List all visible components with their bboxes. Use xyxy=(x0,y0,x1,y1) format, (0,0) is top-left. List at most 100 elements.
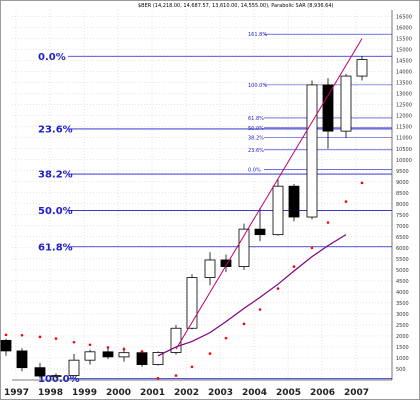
y-tick-label: 4500 xyxy=(396,279,409,285)
candle-body xyxy=(102,351,114,358)
y-tick-label: 12000 xyxy=(396,114,412,120)
x-tick-label: 1998 xyxy=(38,388,63,398)
sar-dot xyxy=(242,322,246,326)
y-tick-label: 6000 xyxy=(396,246,409,252)
sar-dot xyxy=(72,340,76,344)
fib-label: 61.8% xyxy=(248,116,264,122)
y-tick-label: 16500 xyxy=(396,15,412,21)
y-tick-label: 3000 xyxy=(396,312,409,318)
y-tick-label: 15500 xyxy=(396,37,412,43)
candle-body xyxy=(238,228,250,267)
x-tick-label: 2007 xyxy=(344,388,369,398)
y-tick-label: 6500 xyxy=(396,235,409,241)
sar-dot xyxy=(344,200,348,203)
chart-title: $BER (14,218.00, 14,687.57, 13,610.00, 1… xyxy=(138,3,334,9)
y-tick-label: 13500 xyxy=(396,81,412,87)
y-tick-label: 9000 xyxy=(396,180,409,186)
y-tick-label: 12500 xyxy=(396,103,412,109)
candle-body xyxy=(254,228,266,236)
y-tick-label: 5000 xyxy=(396,268,409,274)
fib-label: 38.2% xyxy=(248,136,264,142)
candle-body xyxy=(288,185,300,218)
y-tick-label: 16000 xyxy=(396,26,412,32)
sar-dot xyxy=(156,376,160,380)
candle-body xyxy=(152,352,164,365)
candle-body xyxy=(50,375,62,377)
candle-body xyxy=(322,84,334,132)
sar-dot xyxy=(88,343,92,347)
y-tick-label: 3500 xyxy=(396,301,409,307)
candle-layer xyxy=(0,56,368,379)
candle-body xyxy=(340,75,352,132)
y-tick-label: 9500 xyxy=(396,169,409,175)
sar-dot xyxy=(54,337,58,340)
x-tick-label: 2000 xyxy=(106,388,131,398)
y-tick-label: 14000 xyxy=(396,70,412,76)
x-tick-label: 2006 xyxy=(310,388,335,398)
sar-dot xyxy=(360,181,364,185)
y-tick-label: 15000 xyxy=(396,48,412,54)
axis-layer: 500 1000 1500 2000 2500 3000 3500 4000 4500 5000 5… xyxy=(4,10,412,398)
trend-line xyxy=(175,38,363,350)
fib-label: 0.0% xyxy=(248,168,261,174)
candle-body xyxy=(68,359,80,376)
moving-average-line xyxy=(157,234,347,357)
y-tick-label: 14500 xyxy=(396,59,412,65)
candle-body xyxy=(204,259,216,278)
fib-label: 50.0% xyxy=(248,126,264,132)
x-tick-label: 2001 xyxy=(140,388,165,398)
sar-dot xyxy=(38,335,42,339)
x-tick-label: 2003 xyxy=(208,388,233,398)
candle-body xyxy=(306,84,318,218)
y-tick-label: 2000 xyxy=(396,334,409,340)
y-tick-label: 1000 xyxy=(396,356,409,362)
overlay-layer xyxy=(4,38,364,380)
sar-dot xyxy=(310,246,314,250)
fib-label: 23.6% xyxy=(248,148,264,154)
x-tick-label: 2002 xyxy=(174,388,199,398)
x-tick-label: 2004 xyxy=(242,388,267,398)
sar-dot xyxy=(208,352,212,355)
candle-body xyxy=(356,59,368,77)
fib-label: 0.0% xyxy=(38,52,66,63)
sar-dot xyxy=(292,265,296,268)
sar-dot xyxy=(190,365,194,369)
candle-body xyxy=(0,339,12,352)
y-tick-label: 11000 xyxy=(396,136,412,142)
sar-dot xyxy=(258,308,262,311)
y-tick-label: 4000 xyxy=(396,290,409,296)
y-tick-label: 7500 xyxy=(396,213,409,219)
y-tick-label: 7000 xyxy=(396,224,409,230)
sar-dot xyxy=(122,347,126,351)
grid-layer xyxy=(12,10,392,380)
y-tick-label: 5500 xyxy=(396,257,409,263)
x-tick-label: 2005 xyxy=(276,388,301,398)
x-tick-label: 1999 xyxy=(72,388,97,398)
sar-dot xyxy=(20,333,24,337)
y-tick-label: 13000 xyxy=(396,92,412,98)
candle-body xyxy=(136,352,148,365)
y-tick-label: 8500 xyxy=(396,191,409,197)
sar-dot xyxy=(326,221,330,224)
y-tick-label: 500 xyxy=(396,367,406,373)
y-tick-label: 1500 xyxy=(396,345,409,351)
sar-dot xyxy=(276,287,280,290)
x-tick-label: 1997 xyxy=(4,388,29,398)
fib-label: 23.6% xyxy=(38,124,73,135)
sar-dot xyxy=(224,336,228,340)
y-tick-label: 11500 xyxy=(396,125,412,131)
fib-label: 161.8% xyxy=(248,32,267,38)
sar-dot xyxy=(106,346,110,349)
fib-label: 61.8% xyxy=(38,242,73,253)
sar-dot xyxy=(140,350,144,353)
sar-dot xyxy=(174,374,178,377)
fib-label: 50.0% xyxy=(38,206,73,217)
y-tick-label: 10500 xyxy=(396,147,412,153)
candle-body xyxy=(272,185,284,236)
y-tick-label: 8000 xyxy=(396,202,409,208)
candle-body xyxy=(16,350,28,369)
sar-dot xyxy=(4,333,8,337)
candle-body xyxy=(34,367,46,377)
